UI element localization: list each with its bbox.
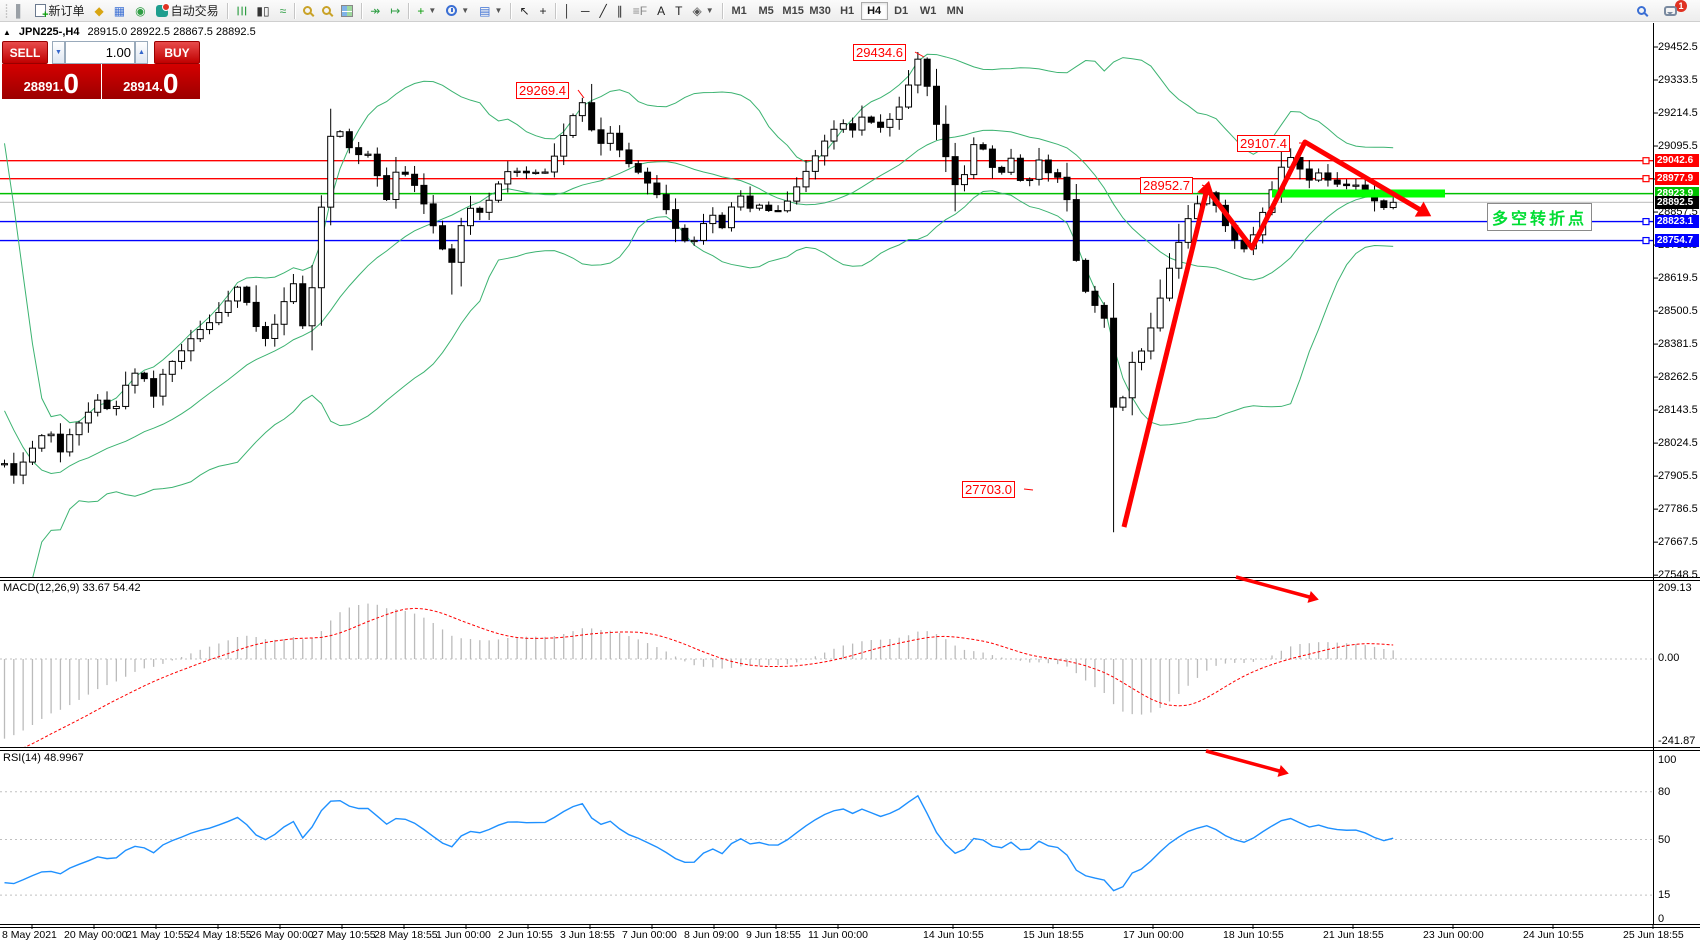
autotrading-button[interactable]: 自动交易 [151,1,224,21]
search-button[interactable] [1632,1,1651,21]
indicators-button[interactable]: + ▼ [412,1,441,21]
vertical-line-tool: │ [563,3,572,18]
zoom-out-icon [322,6,332,15]
sell-price-pips: 0 [63,68,79,99]
fibonacci-tool: ≡F [632,3,648,18]
timeframe-D1[interactable]: D1 [894,4,909,17]
market-watch-icon[interactable]: ▦ [109,1,130,21]
symbol-info-bar: ▲ JPN225-,H4 28915.0 28922.5 28867.5 288… [3,26,256,38]
metaeditor-icon: ◆ [94,3,104,18]
periods-button-caret-icon: ▼ [461,6,470,15]
periods-icon [446,5,458,16]
buy-button[interactable]: BUY [154,41,200,64]
channel-tool[interactable]: ∥ [612,1,628,21]
candle-chart-icon: ▮▯ [256,3,270,18]
buy-price-display[interactable]: 28914. 0 [123,68,179,99]
auto-scroll-icon: ↠ [370,3,381,18]
lot-increase-button[interactable]: ▲ [135,41,148,64]
cursor-tool: ↖ [519,3,530,18]
zoom-in-icon[interactable] [298,1,317,21]
line-chart-icon[interactable]: ≈ [275,1,292,21]
text-tool: A [657,3,666,18]
timeframe-MN[interactable]: MN [946,4,964,17]
symbol-marker-icon: ▲ [3,27,11,37]
channel-tool: ∥ [616,3,623,18]
cursor-tool[interactable]: ↖ [514,1,534,21]
timeframe-M30[interactable]: M30 [809,4,831,17]
window-fragment-icon[interactable]: ▌ [11,1,30,21]
notification-badge: 1 [1675,0,1687,12]
navigator-icon: ◉ [135,3,146,18]
chat-icon [1664,5,1677,16]
notifications-button[interactable]: 1 [1659,0,1692,21]
new-order-button-label: 新订单 [48,4,85,18]
zoom-in-icon [303,6,313,15]
sell-button[interactable]: SELL [2,41,48,64]
templates-button: ▤ [479,3,491,18]
text-tool[interactable]: A [652,1,670,21]
text-label-tool: T [675,3,683,18]
navigator-icon[interactable]: ◉ [130,1,150,21]
chart-shift-icon: ↦ [390,3,401,18]
metaeditor-icon[interactable]: ◆ [90,1,109,21]
autotrading-button-label: 自动交易 [170,4,219,18]
new-order-button[interactable]: 新订单 [30,1,90,21]
market-watch-icon: ▦ [113,3,126,18]
chart-shift-icon[interactable]: ↦ [385,1,405,21]
indicators-button-caret-icon: ▼ [428,6,437,15]
indicators-button: + [417,3,425,18]
buy-price-pips: 0 [162,68,179,99]
timeframe-M1[interactable]: M1 [731,4,747,17]
vertical-line-tool[interactable]: │ [559,1,577,21]
timeframe-H4[interactable]: H4 [860,1,888,20]
symbol-ohlc-values: 28915.0 28922.5 28867.5 28892.5 [87,26,256,38]
autotrading-icon [155,2,170,17]
crosshair-tool[interactable]: + [535,1,552,21]
templates-button[interactable]: ▤ ▼ [474,1,507,21]
zoom-out-icon[interactable] [317,1,336,21]
fibonacci-tool[interactable]: ≡F [628,1,652,21]
trendline-tool: ╱ [599,3,607,18]
horizontal-line-tool[interactable]: ─ [576,1,595,21]
timeframe-M5[interactable]: M5 [758,4,774,17]
symbol-name: JPN225-,H4 [18,26,80,38]
trendline-tool[interactable]: ╱ [595,1,612,21]
timeframe-M15[interactable]: M15 [782,4,804,17]
arrows-tool[interactable]: ◈ ▼ [687,1,718,21]
arrows-tool-caret-icon: ▼ [705,6,714,15]
timeframe-group: M1 M5 M15 M30 H1 H4 D1 W1 MN [726,1,969,20]
crosshair-tool: + [539,3,547,18]
periods-button[interactable]: ▼ [441,1,474,21]
lot-size-input[interactable]: 1.00 [65,41,135,64]
candle-chart-icon[interactable]: ▮▯ [251,1,274,21]
search-icon [1637,6,1646,15]
timeframe-W1[interactable]: W1 [919,4,937,17]
window-fragment-icon: ▌ [16,3,25,18]
tile-windows-icon[interactable] [336,1,358,21]
lot-decrease-button[interactable]: ▼ [52,41,65,64]
sell-price-display[interactable]: 28891. 0 [23,68,79,99]
main-toolbar: ▌新订单◆▦◉自动交易☰▮▯≈↠↦+▼▼▤▼↖+│─╱∥≡FAT◈▼ M1M5M… [0,0,1700,22]
text-label-tool[interactable]: T [670,1,687,21]
candlestick-series [1,51,1397,533]
line-chart-icon: ≈ [279,3,287,18]
templates-button-caret-icon: ▼ [494,6,503,15]
horizontal-line-tool: ─ [581,3,590,18]
timeframe-H1[interactable]: H1 [840,4,855,17]
arrows-tool: ◈ [692,3,702,18]
tile-windows-icon [341,4,354,17]
one-click-trading-panel: SELL ▼ 1.00 ▲ BUY 28891. 0 28914. 0 [2,41,200,99]
auto-scroll-icon[interactable]: ↠ [365,1,385,21]
new-order-icon [34,4,49,21]
buy-price-main: 28914 [123,79,160,94]
sell-price-main: 28891 [23,79,60,94]
